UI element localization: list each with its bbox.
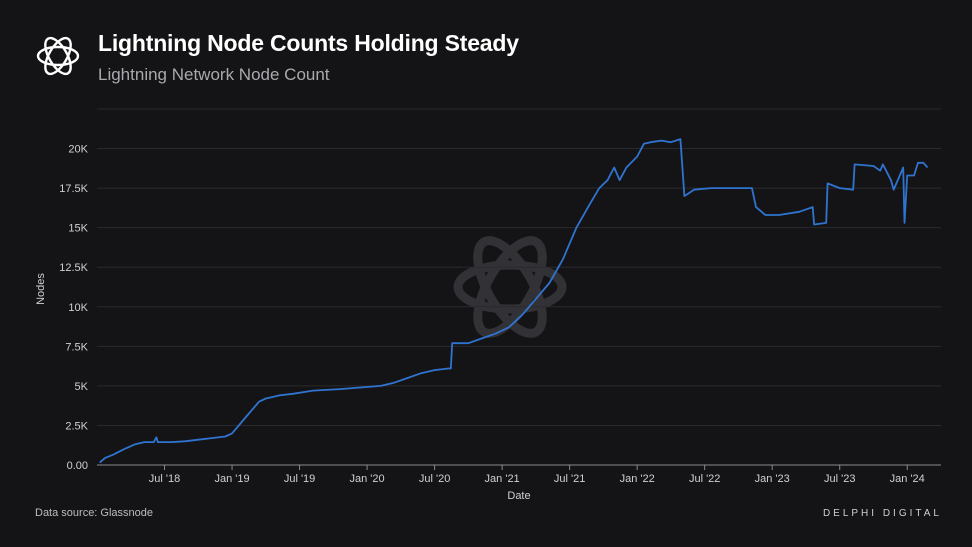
y-axis-label: Nodes [35,273,47,305]
y-tick-label: 20K [68,144,88,156]
x-tick-label: Jul '22 [689,473,720,485]
x-tick-label: Jan '24 [890,473,925,485]
x-tick-label: Jul '20 [419,473,450,485]
page-title: Lightning Node Counts Holding Steady [98,30,519,56]
watermark-logo-icon [453,236,567,338]
y-tick-label: 0.00 [67,460,88,472]
grid-lines [97,108,941,426]
delphi-logo-icon [36,36,80,76]
x-tick-label: Jan '23 [755,473,790,485]
x-tick-label: Jul '23 [824,473,855,485]
y-tick-label: 17.5K [59,183,88,195]
x-tick-label: Jan '22 [620,473,655,485]
x-tick-label: Jan '20 [350,473,385,485]
y-axis-ticks: 0.00 2.5K 5K 7.5K 10K 12.5K 15K 17.5K 20K [59,144,88,472]
y-tick-label: 5K [75,381,89,393]
x-tick-label: Jul '21 [554,473,585,485]
y-tick-label: 10K [68,302,88,314]
y-tick-label: 2.5K [65,420,88,432]
series-line-node-count [99,138,929,464]
x-tick-label: Jan '21 [485,473,520,485]
x-tick-label: Jul '19 [284,473,315,485]
x-axis-ticks: Jul '18 Jan '19 Jul '19 Jan '20 Jul '20 Jan '… [149,465,925,485]
x-tick-label: Jan '19 [214,473,249,485]
x-axis-label: Date [507,490,530,502]
data-source-note: Data source: Glassnode [35,507,154,519]
y-tick-label: 15K [68,223,88,235]
x-tick-label: Jul '18 [149,473,180,485]
chart-subtitle: Lightning Network Node Count [98,65,330,84]
y-tick-label: 7.5K [65,341,88,353]
brand-wordmark: DELPHI DIGITAL [822,508,942,519]
y-tick-label: 12.5K [59,262,88,274]
